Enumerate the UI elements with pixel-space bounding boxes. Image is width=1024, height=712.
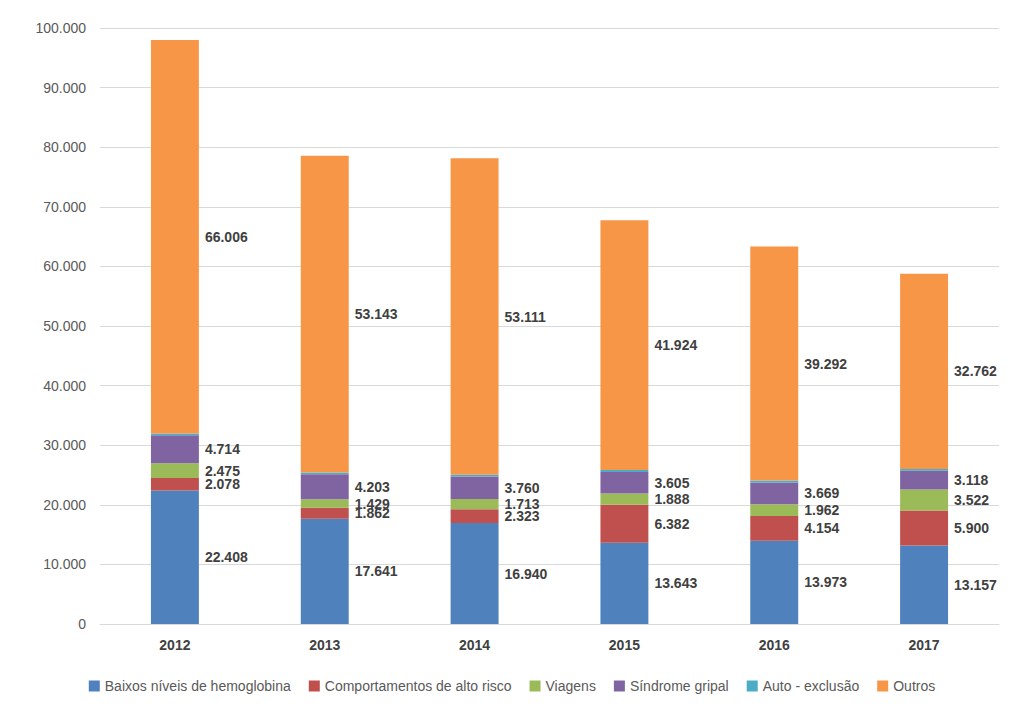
- svg-text:2016: 2016: [759, 637, 790, 653]
- svg-text:Auto - exclusão: Auto - exclusão: [763, 678, 860, 694]
- svg-text:6.382: 6.382: [654, 516, 689, 532]
- svg-text:53.143: 53.143: [355, 306, 398, 322]
- svg-text:2014: 2014: [459, 637, 490, 653]
- svg-text:41.924: 41.924: [654, 337, 697, 353]
- svg-text:60.000: 60.000: [43, 258, 86, 274]
- svg-text:3.669: 3.669: [804, 485, 839, 501]
- svg-text:53.111: 53.111: [505, 309, 546, 325]
- svg-text:90.000: 90.000: [43, 80, 86, 96]
- svg-text:Comportamentos de alto risco: Comportamentos de alto risco: [325, 678, 512, 694]
- svg-text:13.643: 13.643: [654, 575, 697, 591]
- svg-text:4.154: 4.154: [804, 520, 839, 536]
- svg-text:13.973: 13.973: [804, 574, 847, 590]
- svg-text:2.323: 2.323: [504, 508, 540, 525]
- svg-text:22.408: 22.408: [205, 549, 248, 565]
- svg-text:13.157: 13.157: [954, 577, 997, 593]
- svg-text:80.000: 80.000: [43, 139, 86, 155]
- svg-text:16.940: 16.940: [505, 566, 548, 582]
- svg-text:66.006: 66.006: [205, 229, 248, 245]
- svg-text:40.000: 40.000: [43, 378, 86, 394]
- svg-text:20.000: 20.000: [43, 497, 86, 513]
- svg-text:3.522: 3.522: [954, 492, 989, 508]
- svg-text:1.962: 1.962: [804, 502, 839, 518]
- svg-text:39.292: 39.292: [804, 356, 847, 372]
- svg-text:2.475: 2.475: [205, 463, 240, 479]
- svg-text:50.000: 50.000: [43, 318, 86, 334]
- svg-text:2.078: 2.078: [204, 476, 240, 493]
- svg-text:1.888: 1.888: [654, 491, 689, 507]
- svg-text:2012: 2012: [159, 637, 190, 653]
- svg-text:4.203: 4.203: [355, 479, 390, 495]
- svg-text:3.760: 3.760: [505, 480, 540, 496]
- svg-text:5.900: 5.900: [954, 520, 989, 536]
- svg-text:1.713: 1.713: [505, 496, 540, 512]
- svg-text:3.118: 3.118: [954, 472, 988, 488]
- svg-text:4.714: 4.714: [205, 441, 240, 457]
- svg-text:Viagens: Viagens: [546, 678, 596, 694]
- svg-text:2015: 2015: [609, 637, 640, 653]
- svg-text:10.000: 10.000: [43, 556, 86, 572]
- svg-text:1.429: 1.429: [355, 496, 390, 512]
- svg-text:30.000: 30.000: [43, 437, 86, 453]
- svg-text:70.000: 70.000: [43, 199, 86, 215]
- svg-text:2017: 2017: [909, 637, 940, 653]
- svg-text:3.605: 3.605: [654, 475, 689, 491]
- svg-text:Baixos níveis de hemoglobina: Baixos níveis de hemoglobina: [105, 678, 291, 694]
- svg-text:1.862: 1.862: [354, 505, 390, 522]
- svg-text:2013: 2013: [309, 637, 340, 653]
- svg-text:Síndrome gripal: Síndrome gripal: [630, 678, 729, 694]
- svg-text:32.762: 32.762: [954, 363, 997, 379]
- svg-text:100.000: 100.000: [35, 20, 86, 36]
- svg-text:17.641: 17.641: [355, 563, 398, 579]
- svg-text:Outros: Outros: [893, 678, 935, 694]
- svg-text:0: 0: [78, 616, 86, 632]
